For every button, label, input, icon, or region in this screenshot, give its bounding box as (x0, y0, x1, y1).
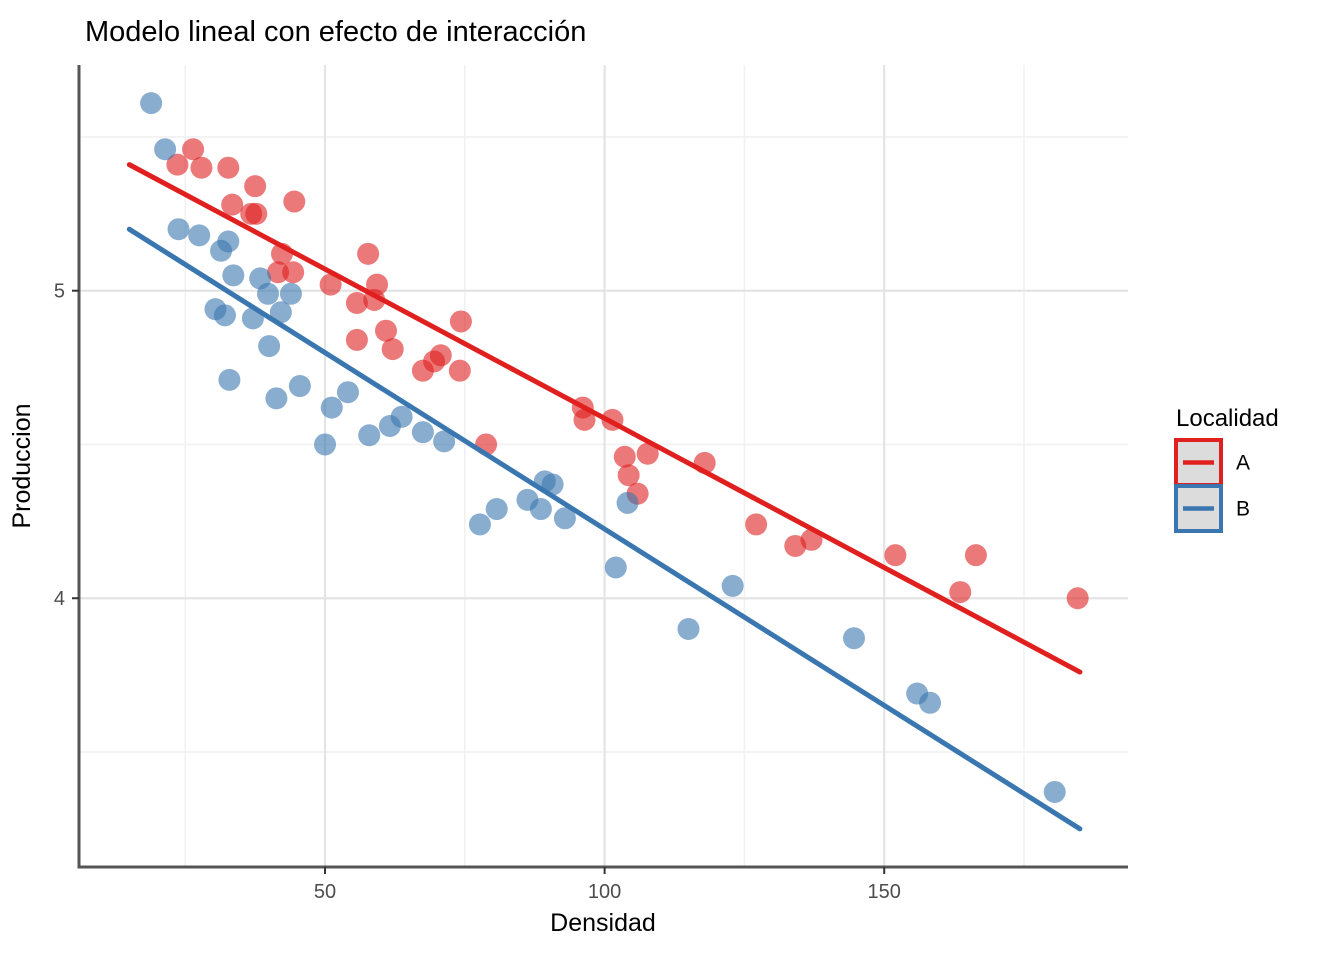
scatter-point-a (244, 175, 267, 198)
scatter-point-b (485, 498, 508, 521)
x-tick-label: 100 (588, 881, 621, 903)
scatter-point-b (553, 507, 576, 530)
scatter-point-b (529, 498, 552, 521)
y-tick-label: 5 (54, 281, 65, 303)
scatter-point-a (282, 261, 305, 284)
scatter-point-b (843, 627, 866, 650)
legend-title: Localidad (1176, 405, 1279, 432)
scatter-point-b (154, 138, 177, 161)
scatter-point-a (190, 156, 213, 179)
scatter-point-b (265, 387, 288, 410)
scatter-point-b (1043, 780, 1066, 803)
legend-item-label: A (1236, 452, 1250, 475)
scatter-point-b (919, 691, 942, 714)
scatter-point-a (949, 581, 972, 604)
scatter-point-b (218, 368, 241, 391)
scatter-point-b (677, 617, 700, 640)
chart-title: Modelo lineal con efecto de interacción (85, 16, 586, 48)
scatter-point-b (217, 230, 240, 253)
scatter-point-b (604, 556, 627, 579)
scatter-point-a (319, 273, 342, 296)
scatter-point-a (182, 138, 205, 161)
scatter-point-a (745, 513, 768, 536)
scatter-point-a (617, 464, 640, 487)
axis-ticks (72, 289, 886, 874)
y-tick-label: 4 (54, 588, 65, 610)
scatter-point-b (222, 264, 245, 287)
scatter-point-b (433, 430, 456, 453)
scatter-point-b (314, 433, 337, 456)
axis-tick-labels: 50 100 150 4 5 (54, 281, 901, 903)
scatter-point-b (721, 574, 744, 597)
scatter-point-b (258, 335, 281, 358)
scatter-point-b (411, 421, 434, 444)
major-gridlines (79, 65, 1128, 867)
regression-line-a (126, 162, 1083, 675)
scatter-point-b (616, 491, 639, 514)
scatter-point-b (358, 424, 381, 447)
scatter-point-a (283, 190, 306, 213)
scatter-point-a (221, 193, 244, 216)
legend-item-label: B (1236, 498, 1250, 521)
scatter-point-b (390, 405, 413, 428)
y-axis-title: Produccion (8, 403, 36, 528)
scatter-point-a (217, 156, 240, 179)
x-axis-title: Densidad (550, 909, 656, 937)
scatter-point-b (288, 375, 311, 398)
scatter-point-a (1066, 587, 1089, 610)
scatter-point-b (188, 224, 211, 247)
scatter-point-a (381, 338, 404, 361)
scatter-point-b (279, 282, 302, 305)
scatter-points (140, 92, 1089, 803)
x-tick-label: 50 (314, 881, 336, 903)
scatter-point-a (636, 442, 659, 465)
scatter-point-b (336, 381, 359, 404)
minor-gridlines (79, 65, 1128, 867)
regression-lines (126, 162, 1083, 832)
scatter-point-b (167, 218, 190, 241)
regression-line-b (126, 226, 1083, 832)
legend-item-b: B (1174, 484, 1250, 533)
scatter-point-a (613, 445, 636, 468)
scatter-point-a (267, 261, 290, 284)
scatter-point-a (345, 292, 368, 315)
legend-items: AB (1174, 438, 1250, 533)
scatter-point-a (448, 359, 471, 382)
scatter-point-a (357, 242, 380, 265)
scatter-point-a (449, 310, 472, 333)
axes (77, 65, 1128, 869)
scatter-point-a (374, 319, 397, 342)
legend-item-a: A (1174, 438, 1250, 487)
legend: Localidad AB (1174, 405, 1279, 533)
scatter-point-a (964, 544, 987, 567)
scatter-point-a (166, 153, 189, 176)
scatter-point-a (429, 344, 452, 367)
scatter-point-b (140, 92, 163, 115)
scatter-point-b (269, 301, 292, 324)
scatter-point-b (320, 396, 343, 419)
scatter-point-a (573, 408, 596, 431)
scatter-point-b (468, 513, 491, 536)
x-tick-label: 150 (868, 881, 901, 903)
scatter-point-b (213, 304, 236, 327)
scatter-point-b (256, 282, 279, 305)
scatter-point-a (884, 544, 907, 567)
scatter-point-a (345, 328, 368, 351)
scatter-point-a (245, 202, 268, 225)
